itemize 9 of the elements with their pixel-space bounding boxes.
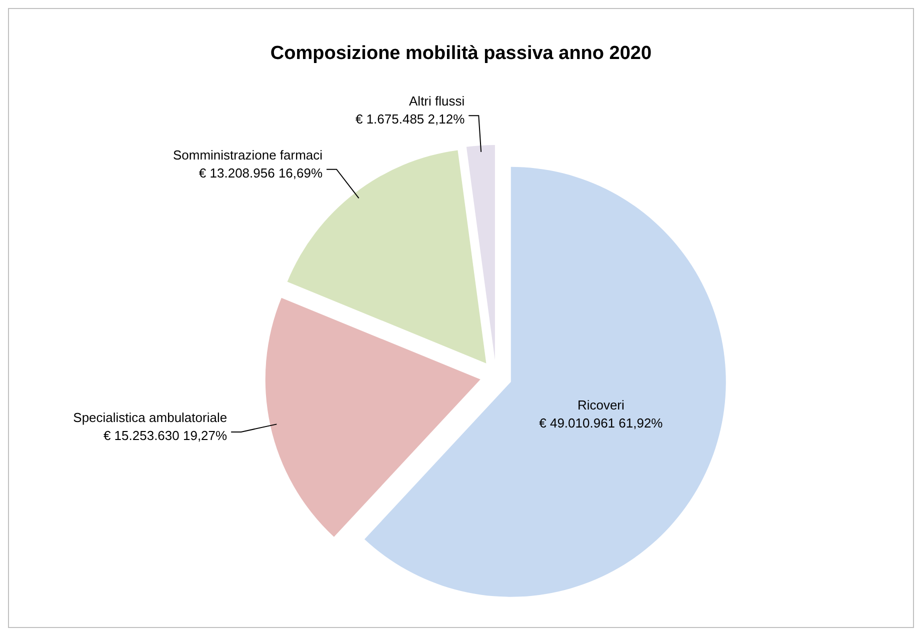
data-label: € 49.010.961 61,92% — [539, 415, 664, 430]
slice-label: Somministrazione farmaci — [172, 147, 323, 162]
data-label: € 15.253.630 19,27% — [103, 428, 228, 443]
data-label: € 1.675.485 2,12% — [356, 112, 466, 127]
slice-label: Altri flussi — [409, 94, 465, 109]
slice-label: Ricoveri — [577, 397, 625, 412]
data-label: € 13.208.956 16,69% — [198, 165, 323, 180]
chart-title: Composizione mobilità passiva anno 2020 — [269, 43, 653, 65]
slice-label: Specialistica ambulatoriale — [73, 410, 228, 425]
